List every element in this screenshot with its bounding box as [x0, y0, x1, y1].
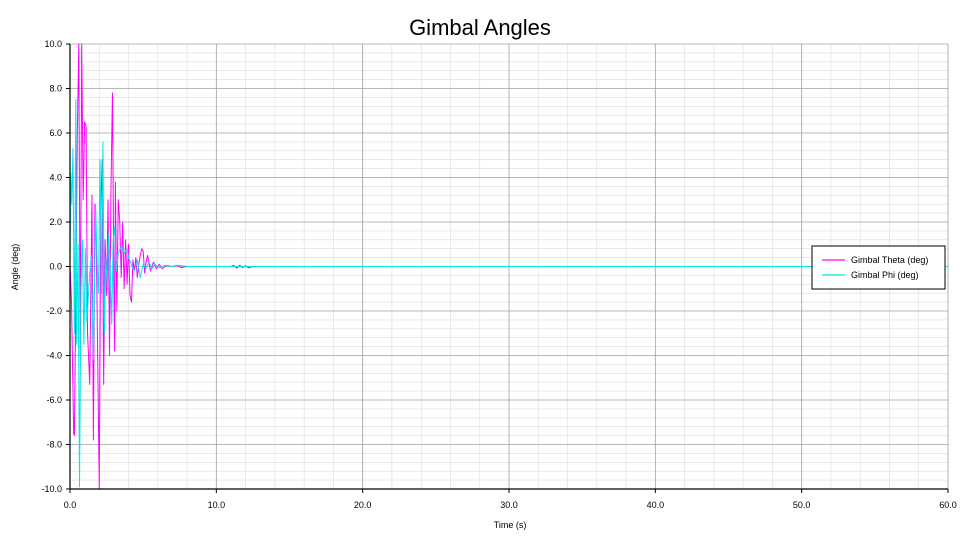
- x-tick-label: 50.0: [793, 500, 811, 510]
- y-tick-label: 8.0: [49, 84, 62, 94]
- series-line-phi: [69, 99, 948, 488]
- chart-title: Gimbal Angles: [409, 15, 551, 40]
- y-tick-label: -6.0: [46, 395, 62, 405]
- x-axis-label: Time (s): [494, 520, 527, 530]
- x-tick-label: 30.0: [500, 500, 518, 510]
- x-tick-label: 20.0: [354, 500, 372, 510]
- legend: Gimbal Theta (deg) Gimbal Phi (deg): [811, 245, 946, 290]
- legend-label-theta: Gimbal Theta (deg): [851, 255, 928, 265]
- series-layer: [69, 43, 948, 490]
- x-tick-label: 60.0: [939, 500, 957, 510]
- y-tick-label: 4.0: [49, 173, 62, 183]
- y-tick-label: 2.0: [49, 217, 62, 227]
- x-tick-label: 0.0: [64, 500, 77, 510]
- x-tick-label: 10.0: [208, 500, 226, 510]
- y-tick-label: 0.0: [49, 262, 62, 272]
- y-tick-label: -2.0: [46, 306, 62, 316]
- y-axis-label: Angle (deg): [10, 244, 20, 291]
- legend-label-phi: Gimbal Phi (deg): [851, 270, 919, 280]
- y-tick-label: -4.0: [46, 351, 62, 361]
- y-tick-label: -10.0: [41, 484, 62, 494]
- y-tick-label: 6.0: [49, 128, 62, 138]
- ticks-layer: 0.0 10.0 20.0 30.0 40.0 50.0 60.0 10.0 8.0 6.0 4.0…: [41, 39, 956, 510]
- legend-box: [811, 245, 946, 290]
- y-tick-label: -8.0: [46, 440, 62, 450]
- x-tick-label: 40.0: [647, 500, 665, 510]
- y-tick-label: 10.0: [44, 39, 62, 49]
